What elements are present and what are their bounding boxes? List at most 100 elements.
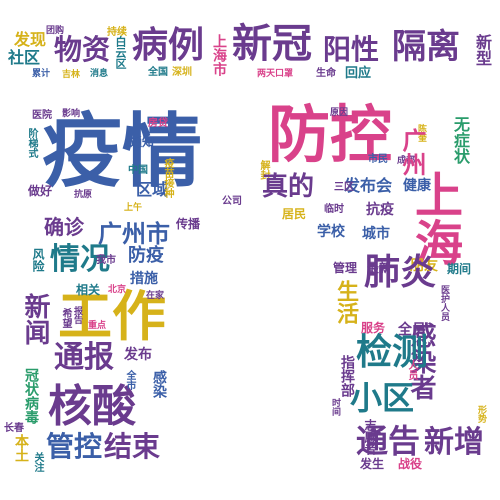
word: 在家	[146, 291, 165, 301]
word: 战役	[398, 457, 423, 471]
word: 服务	[361, 321, 386, 335]
word: 吉林	[62, 70, 81, 80]
word: 上海	[406, 170, 462, 266]
word: 全员	[398, 322, 426, 338]
word: 两天口罩	[257, 69, 294, 79]
word: 阶梯式	[26, 128, 37, 158]
word: 长春	[4, 423, 24, 434]
word: 学校	[317, 224, 345, 240]
word: 上午	[124, 203, 143, 213]
word: 疫情	[42, 105, 202, 198]
word: 报告	[72, 306, 82, 324]
word: 医护人员	[439, 285, 449, 321]
word: 感染	[151, 370, 167, 398]
word: 三区	[334, 182, 354, 193]
word: 通报	[54, 340, 114, 375]
word: 深圳	[172, 67, 192, 78]
word: 我市	[96, 255, 116, 266]
word: 健康	[403, 178, 431, 194]
word: 阳性	[323, 33, 380, 66]
word: 新闻	[20, 293, 50, 345]
word: 冠状病毒	[23, 368, 39, 424]
word: 肺炎	[364, 252, 437, 293]
word: 中国	[128, 165, 148, 176]
word: 疫苗接种	[162, 158, 173, 198]
word: 抗疫	[366, 202, 394, 218]
word: 朋友	[410, 258, 438, 274]
word: 北京	[108, 285, 127, 295]
word: 持续	[107, 27, 127, 38]
word: 居民	[282, 207, 307, 221]
word: 区域	[136, 180, 169, 199]
word: 白云区	[114, 36, 127, 69]
word: 通告	[356, 422, 421, 460]
word: 生活	[333, 280, 358, 324]
word: 回应	[345, 66, 372, 81]
word: 成都	[397, 156, 416, 166]
word: 影响	[62, 109, 81, 119]
word: 社区	[8, 48, 41, 67]
word: 防疫	[128, 245, 164, 266]
word: 公司	[222, 196, 242, 207]
word: 工作	[58, 285, 166, 348]
word: 发布会	[344, 176, 393, 195]
word: 防控	[268, 98, 393, 171]
word: 时间	[330, 398, 340, 416]
word: 广州	[398, 128, 426, 176]
word: 感染者	[406, 322, 436, 400]
word: 全国	[148, 67, 168, 78]
word: 本土	[13, 434, 29, 462]
word: 期间	[447, 262, 472, 276]
word: 风险	[31, 248, 45, 272]
word: 传播	[176, 217, 201, 231]
word: 核酸	[48, 381, 136, 432]
word: 形势	[476, 405, 486, 423]
word: 管理	[333, 261, 358, 275]
word: 新增	[424, 425, 484, 460]
word: 隔离	[392, 27, 460, 67]
word: 广州市	[98, 220, 170, 248]
word: 做好	[28, 184, 53, 198]
word: 发布	[124, 347, 152, 363]
word: 团购	[46, 26, 65, 36]
word: 房贷	[148, 118, 168, 129]
word: 物资	[54, 33, 111, 66]
word: 市民	[368, 154, 388, 165]
word: 无症状	[451, 116, 470, 164]
word: 通知	[130, 135, 155, 149]
word: 医院	[32, 110, 52, 121]
word: 上海市	[211, 34, 227, 76]
word: 抗原	[74, 190, 93, 200]
word: 情况	[50, 242, 110, 277]
word: 原因	[330, 108, 349, 118]
word: 重点	[88, 321, 107, 331]
word: 措施	[130, 271, 158, 287]
word: 管控	[46, 430, 103, 463]
word: 新冠	[232, 21, 312, 67]
word: 全市	[124, 370, 135, 390]
word: 真的	[262, 172, 315, 202]
word: 发现	[14, 30, 47, 49]
word: 累计	[32, 69, 51, 79]
word: 陈奎	[416, 124, 426, 142]
word: 结束	[104, 430, 161, 463]
word: 生命	[316, 68, 336, 79]
word: 小区	[350, 379, 415, 417]
word: 城市	[362, 226, 390, 242]
word: 病例	[132, 25, 205, 66]
word: 确诊	[44, 215, 84, 239]
word: 指挥部	[339, 355, 355, 397]
word: 解封	[258, 160, 269, 180]
word: 新型	[473, 34, 492, 66]
word: 相关	[76, 283, 101, 297]
word: 人员	[406, 360, 417, 380]
word: 发生	[360, 457, 385, 471]
word: 消息	[90, 69, 109, 79]
word: 检测	[356, 332, 429, 373]
word: 希望	[60, 308, 71, 328]
word: 临时	[324, 204, 344, 215]
word: 关注	[32, 452, 43, 472]
word: 志愿者	[363, 419, 377, 455]
word: 最新	[367, 261, 392, 275]
